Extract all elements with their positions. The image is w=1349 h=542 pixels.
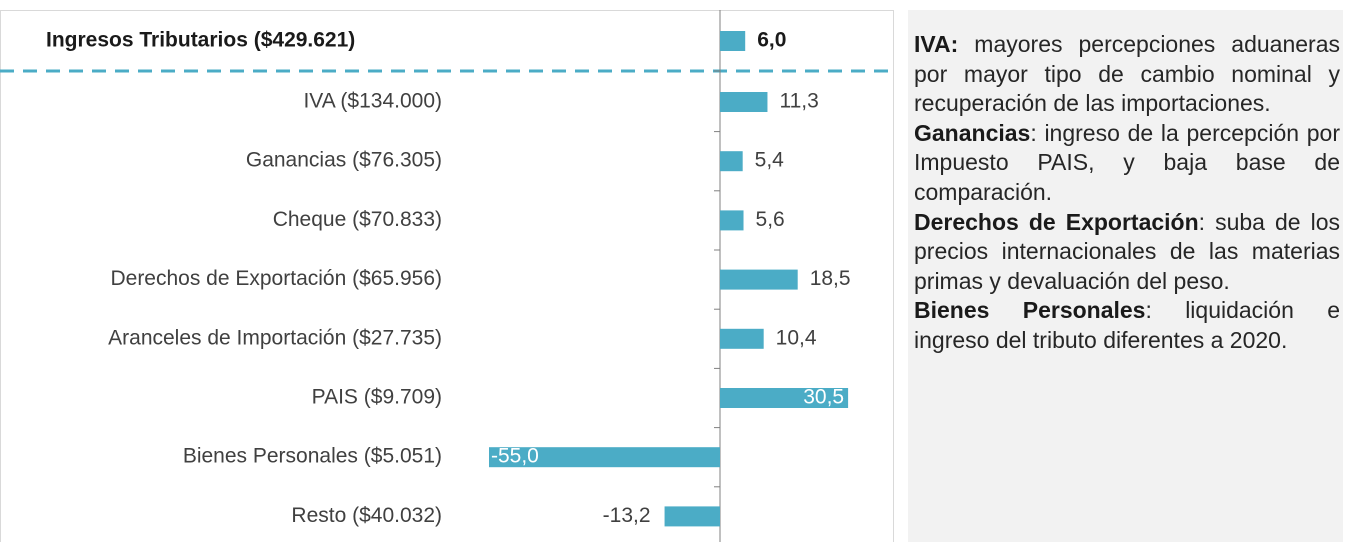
bar [720,31,746,51]
note: Derechos de Exportación: suba de los pre… [914,208,1340,297]
note: Ganancias: ingreso de la percepción por … [914,119,1340,208]
value-label: -55,0 [491,445,539,468]
value-label: 11,3 [779,90,818,113]
note-text: : ingreso de la percepción por Impuesto … [914,119,1340,205]
notes-panel: IVA: mayores percepciones aduaneras por … [908,10,1343,542]
value-label: 30,5 [803,386,844,409]
note-text: mayores percepciones aduaneras por mayor… [914,31,1340,117]
note-term: Ganancias [914,119,1031,146]
bar [489,447,720,468]
note-text: : liquidación e ingreso del tributo dife… [914,297,1340,353]
value-label: 6,0 [757,29,786,52]
note-term: IVA: [914,31,959,57]
category-label: PAIS ($9.709) [312,386,442,409]
category-label: Ganancias ($76.305) [246,149,442,172]
category-label: Ingresos Tributarios ($429.621) [46,29,355,52]
category-label: Bienes Personales ($5.051) [183,445,442,468]
value-label: 18,5 [810,267,851,290]
note-term: Bienes Personales [914,297,1146,324]
category-label: Derechos de Exportación ($65.956) [110,267,442,290]
bar [720,210,744,231]
bar [720,388,849,408]
category-label: Resto ($40.032) [291,504,442,527]
value-label: 5,6 [756,208,785,231]
chart-border [0,10,894,542]
value-label: 10,4 [776,326,817,349]
category-label: Aranceles de Importación ($27.735) [108,326,442,349]
value-label: 5,4 [755,149,785,172]
category-label: Cheque ($70.833) [273,208,442,231]
value-label: -13,2 [603,504,651,527]
note: Bienes Personales: liquidación e ingreso… [914,296,1340,355]
bar [720,92,768,112]
note-term: Derechos de Exportación [914,208,1199,235]
chart: Ingresos Tributarios ($429.621) 6,0 IVA ($… [0,10,894,542]
bar [664,506,720,527]
bar [720,269,798,290]
bar [720,328,764,349]
category-label: IVA ($134.000) [303,90,442,113]
bar [720,151,743,172]
note: IVA: mayores percepciones aduaneras por … [914,30,1340,119]
note-text: : suba de los precios internacionales de… [914,208,1341,294]
